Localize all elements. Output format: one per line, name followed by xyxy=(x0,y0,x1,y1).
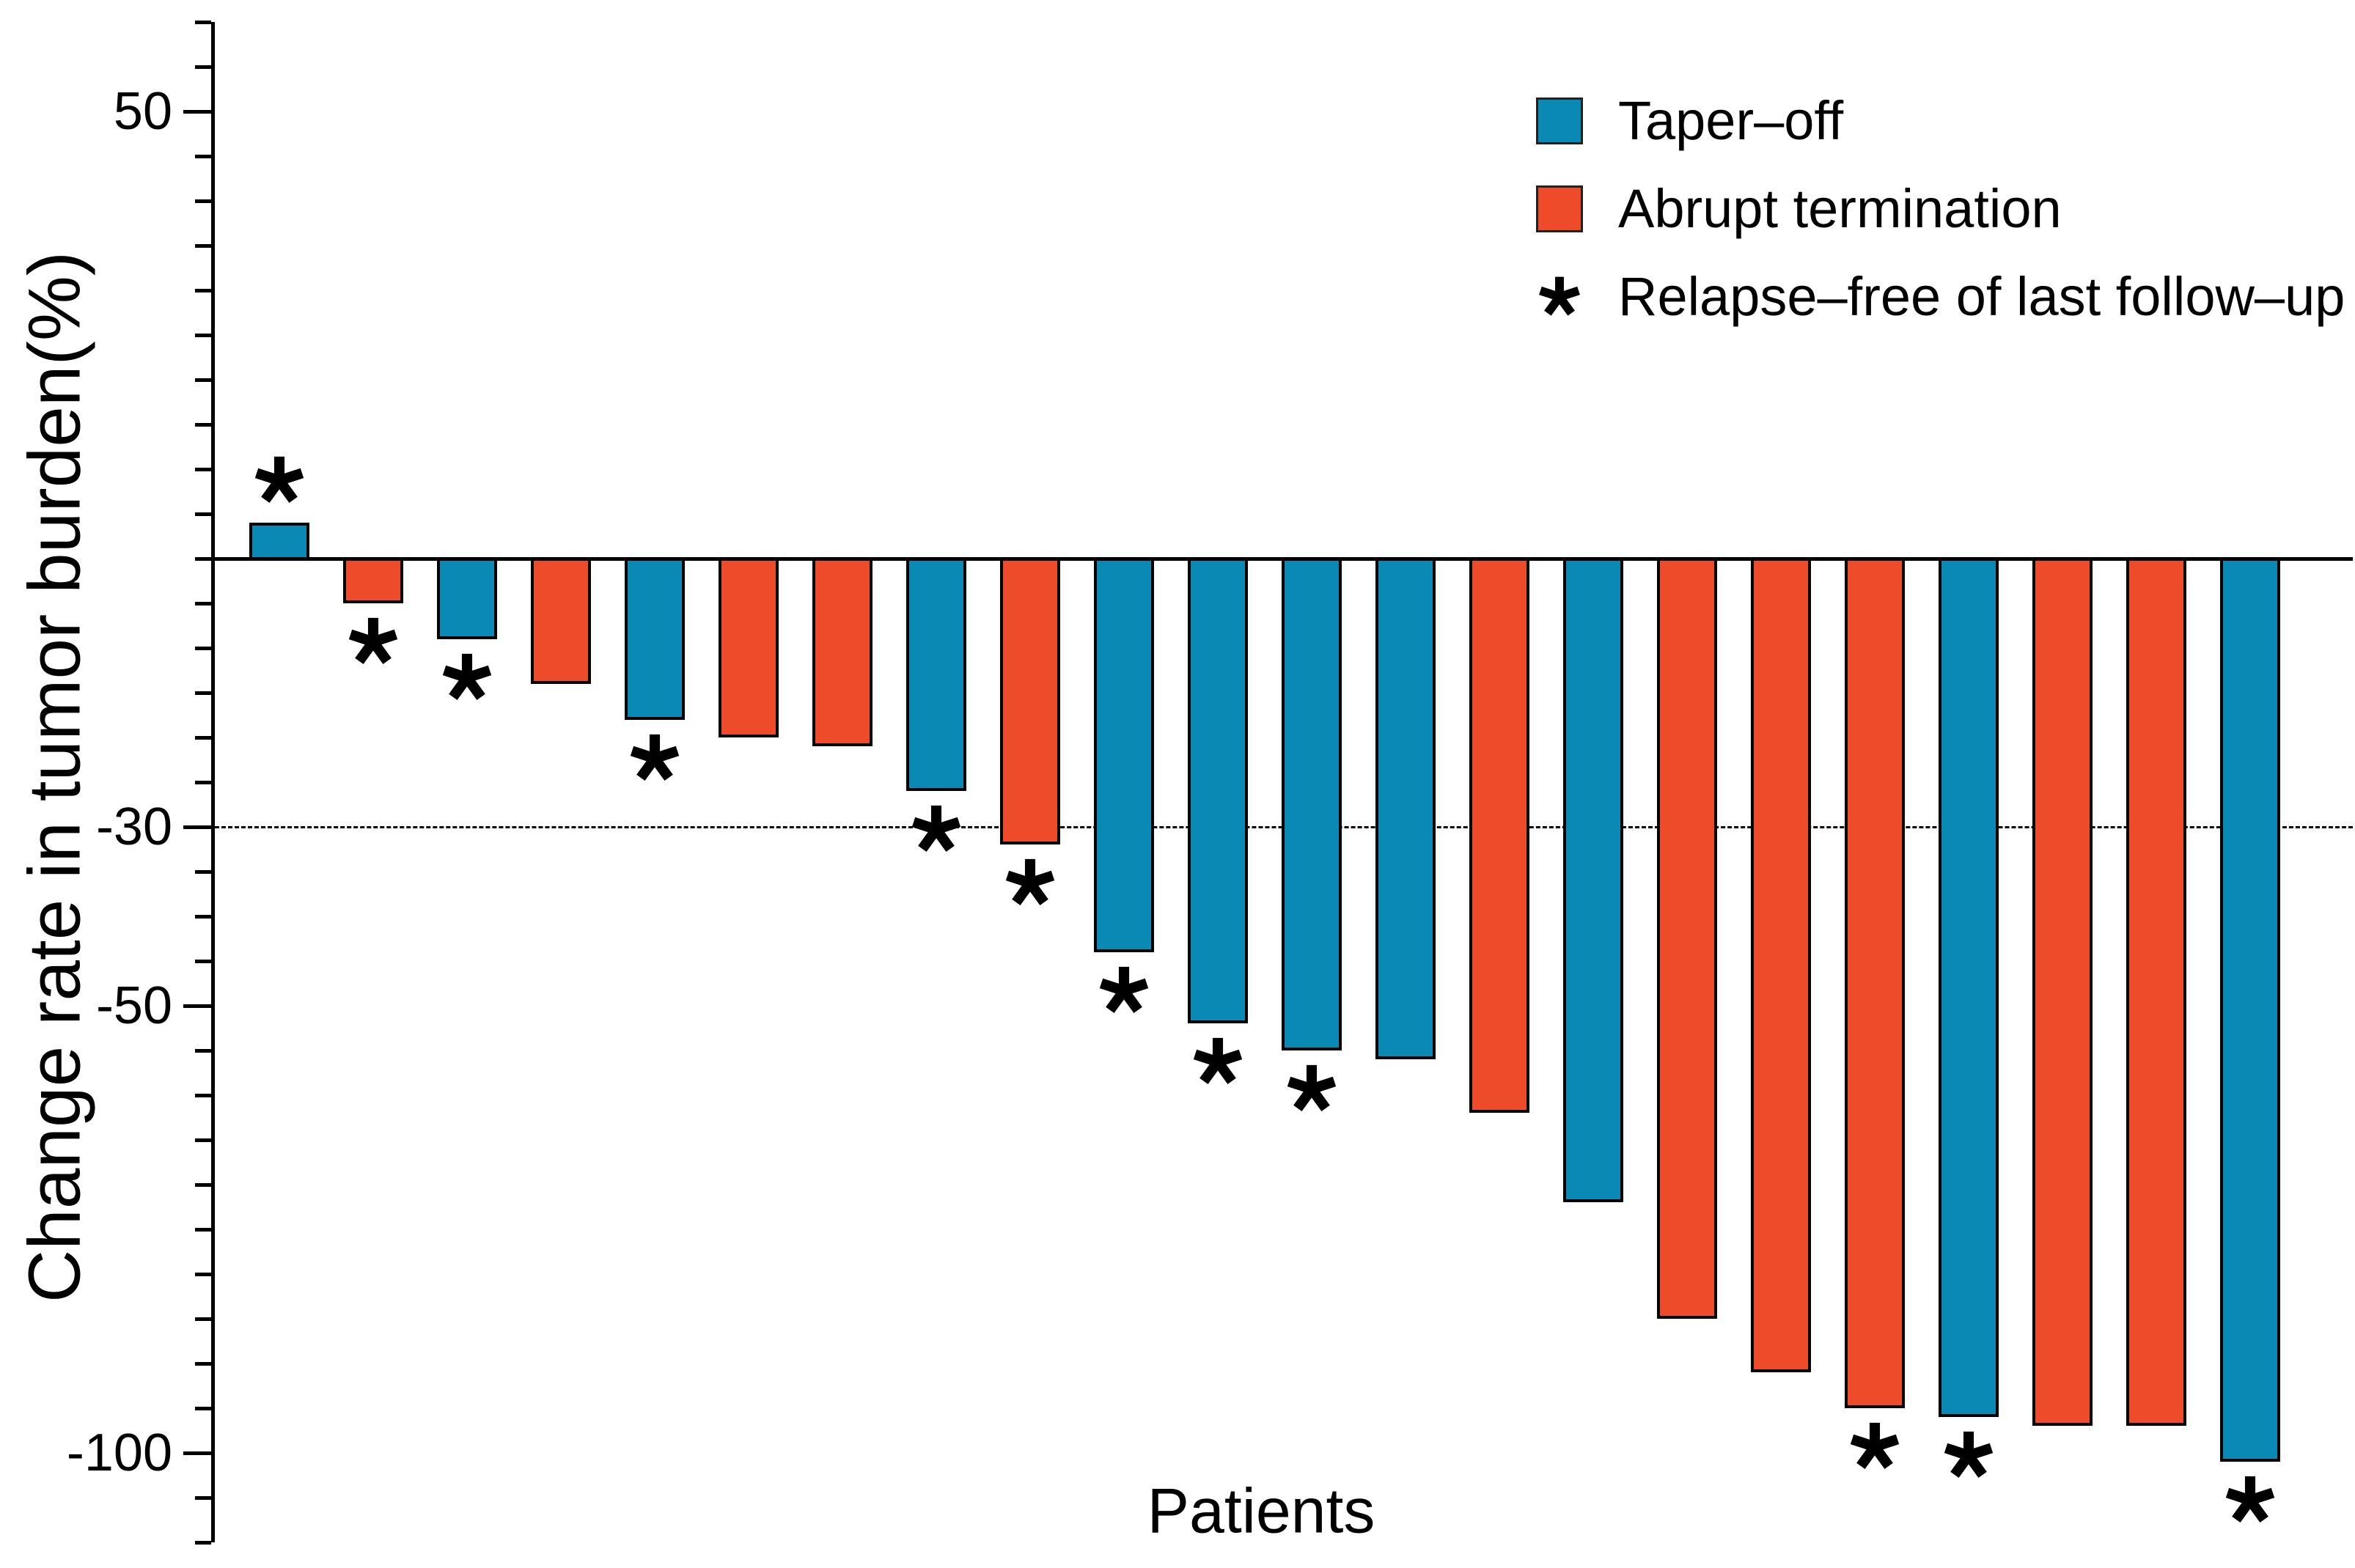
y-axis-minor-tick xyxy=(195,869,211,874)
bar-patient-12-taper_off xyxy=(1282,557,1342,1050)
legend-label-taper-off: Taper–off xyxy=(1618,90,1844,151)
y-axis-minor-tick xyxy=(195,691,211,695)
y-axis-minor-tick xyxy=(195,333,211,337)
relapse-free-asterisk-icon xyxy=(1190,1034,1246,1094)
y-axis-minor-tick xyxy=(195,1272,211,1276)
y-axis-minor-tick xyxy=(195,735,211,740)
y-axis-minor-tick xyxy=(195,556,211,561)
y-axis-minor-tick xyxy=(195,467,211,471)
legend-label-abrupt-termination: Abrupt termination xyxy=(1618,178,2062,239)
bar-patient-15-taper_off xyxy=(1563,557,1623,1203)
y-axis-minor-tick xyxy=(195,1138,211,1142)
y-axis-minor-tick xyxy=(195,1317,211,1321)
y-axis-major-tick xyxy=(183,825,211,829)
bar-patient-18-abrupt_termination xyxy=(1845,557,1905,1408)
relapse-free-asterisk-icon xyxy=(345,614,401,674)
bar-patient-6-abrupt_termination xyxy=(719,557,779,737)
legend-item-abrupt-termination: Abrupt termination xyxy=(1536,178,2062,239)
bar-patient-9-abrupt_termination xyxy=(1000,557,1060,845)
relapse-free-asterisk-icon xyxy=(1002,855,1058,915)
relapse-free-asterisk-icon xyxy=(1284,1061,1340,1121)
y-axis-major-tick xyxy=(183,1451,211,1455)
bar-patient-13-taper_off xyxy=(1375,557,1436,1060)
y-axis-minor-tick xyxy=(195,959,211,963)
y-tick-label: -30 xyxy=(95,798,172,856)
relapse-free-asterisk-icon xyxy=(2222,1473,2278,1532)
x-axis-title: Patients xyxy=(1147,1476,1375,1547)
y-tick-label: -100 xyxy=(66,1424,172,1482)
legend-item-relapse-free: Relapse–free of last follow–up xyxy=(1536,266,2345,327)
taper-off-swatch-icon xyxy=(1536,97,1583,144)
relapse-free-asterisk-icon xyxy=(1847,1419,1903,1479)
bar-patient-5-taper_off xyxy=(625,557,685,720)
relapse-free-asterisk-icon xyxy=(627,730,683,789)
zero-baseline xyxy=(215,556,2353,561)
y-axis-minor-tick xyxy=(195,1093,211,1097)
asterisk-icon xyxy=(1536,273,1583,320)
y-axis-minor-tick xyxy=(195,154,211,158)
y-axis-minor-tick xyxy=(195,512,211,516)
bar-patient-22-taper_off xyxy=(2220,557,2280,1462)
relapse-free-asterisk-icon xyxy=(251,453,307,512)
y-axis-minor-tick xyxy=(195,914,211,919)
y-axis-minor-tick xyxy=(195,1361,211,1366)
bar-patient-11-taper_off xyxy=(1188,557,1248,1024)
abrupt-termination-swatch-icon xyxy=(1536,185,1583,232)
y-axis-minor-tick xyxy=(195,1048,211,1053)
y-axis-minor-tick xyxy=(195,243,211,248)
bar-patient-16-abrupt_termination xyxy=(1657,557,1717,1319)
bar-patient-7-abrupt_termination xyxy=(812,557,872,747)
y-tick-label: 50 xyxy=(113,82,172,141)
relapse-free-asterisk-icon xyxy=(439,649,495,709)
y-axis-minor-tick xyxy=(195,65,211,69)
bar-patient-8-taper_off xyxy=(906,557,966,792)
y-axis-major-tick xyxy=(183,1004,211,1008)
bar-patient-3-taper_off xyxy=(437,557,497,639)
y-axis-minor-tick xyxy=(195,20,211,24)
y-axis-spine xyxy=(211,22,215,1542)
y-axis-major-tick xyxy=(183,109,211,114)
bar-patient-2-abrupt_termination xyxy=(343,557,403,603)
y-axis-minor-tick xyxy=(195,199,211,203)
y-tick-label: -50 xyxy=(95,976,172,1035)
y-axis-minor-tick xyxy=(195,1182,211,1187)
y-axis-minor-tick xyxy=(195,1227,211,1232)
bar-patient-1-taper_off xyxy=(249,523,309,560)
y-axis-title: Change rate in tumor burden(%) xyxy=(13,251,96,1303)
y-axis-minor-tick xyxy=(195,422,211,427)
relapse-free-asterisk-icon xyxy=(1096,962,1152,1022)
legend-label-relapse-free: Relapse–free of last follow–up xyxy=(1618,266,2345,327)
y-axis-minor-tick xyxy=(195,1495,211,1500)
legend-item-taper-off: Taper–off xyxy=(1536,90,1844,151)
y-axis-minor-tick xyxy=(195,601,211,606)
bar-patient-10-taper_off xyxy=(1094,557,1154,952)
bar-patient-14-abrupt_termination xyxy=(1469,557,1529,1114)
bar-patient-17-abrupt_termination xyxy=(1751,557,1811,1373)
bar-patient-4-abrupt_termination xyxy=(531,557,591,684)
relapse-free-asterisk-icon xyxy=(908,802,964,861)
y-axis-minor-tick xyxy=(195,378,211,382)
bar-patient-20-abrupt_termination xyxy=(2032,557,2093,1427)
y-axis-minor-tick xyxy=(195,1540,211,1545)
y-axis-minor-tick xyxy=(195,646,211,650)
y-axis-minor-tick xyxy=(195,1406,211,1410)
y-axis-minor-tick xyxy=(195,780,211,784)
relapse-free-asterisk-icon xyxy=(1941,1428,1996,1487)
bar-patient-21-abrupt_termination xyxy=(2126,557,2186,1427)
bar-patient-19-taper_off xyxy=(1939,557,1999,1418)
y-axis-minor-tick xyxy=(195,288,211,292)
